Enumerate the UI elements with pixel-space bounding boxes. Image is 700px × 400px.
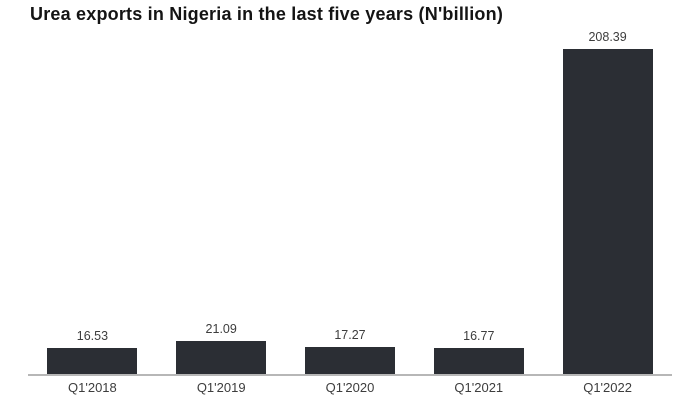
bar-q1-2020 — [304, 347, 395, 374]
bar-q1-2019 — [176, 341, 267, 374]
bar-slot-q1-2019: 21.09 — [157, 322, 286, 374]
x-axis-label-q1-2020: Q1'2020 — [325, 380, 375, 395]
bar-slot-q1-2018: 16.53 — [28, 329, 157, 374]
bar-value-label-q1-2018: 16.53 — [76, 329, 109, 343]
chart-title: Urea exports in Nigeria in the last five… — [30, 4, 504, 24]
x-axis-labels: Q1'2018 Q1'2019 Q1'2020 Q1'2021 Q1'2022 — [28, 380, 672, 395]
x-axis-label-q1-2018: Q1'2018 — [68, 380, 117, 395]
bar-q1-2018 — [47, 348, 138, 374]
bar-value-label-q1-2021: 16.77 — [463, 329, 495, 343]
bar-value-label-q1-2020: 17.27 — [334, 328, 366, 342]
bar-value-label-q1-2022: 208.39 — [588, 30, 627, 44]
x-axis-label-q1-2021: Q1'2021 — [454, 380, 504, 395]
plot-area: 16.53 21.09 17.27 16.77 208.39 — [28, 30, 672, 376]
x-axis-label-q1-2022: Q1'2022 — [583, 380, 632, 395]
bar-slot-q1-2021: 16.77 — [414, 329, 543, 374]
bar-slot-q1-2020: 17.27 — [286, 328, 415, 374]
bar-slot-q1-2022: 208.39 — [543, 30, 672, 374]
bar-value-label-q1-2019: 21.09 — [205, 322, 237, 336]
bar-q1-2021 — [433, 348, 524, 374]
bar-q1-2022 — [562, 49, 653, 374]
x-axis-label-q1-2019: Q1'2019 — [196, 380, 246, 395]
